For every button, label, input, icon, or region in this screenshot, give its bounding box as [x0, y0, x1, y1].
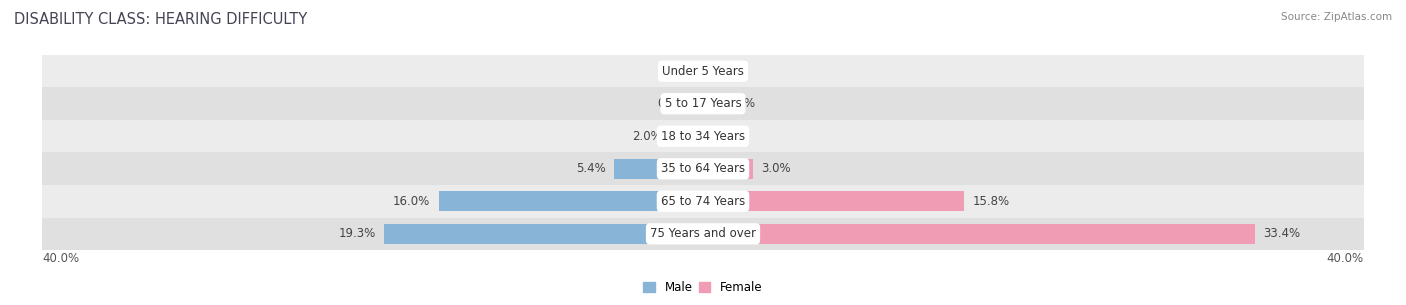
Text: 19.3%: 19.3% [339, 227, 375, 240]
Text: 33.4%: 33.4% [1263, 227, 1301, 240]
Bar [384, 224, 703, 244]
Bar [703, 159, 752, 179]
Bar [695, 94, 703, 114]
Text: 5.4%: 5.4% [576, 162, 606, 175]
Bar [703, 126, 711, 146]
Text: 40.0%: 40.0% [1327, 252, 1364, 265]
Text: 0.0%: 0.0% [720, 65, 749, 78]
Text: 16.0%: 16.0% [394, 195, 430, 208]
Text: 40.0%: 40.0% [42, 252, 79, 265]
Text: 0.45%: 0.45% [718, 97, 756, 110]
Text: 18 to 34 Years: 18 to 34 Years [661, 130, 745, 143]
Text: 65 to 74 Years: 65 to 74 Years [661, 195, 745, 208]
Text: 3.0%: 3.0% [761, 162, 790, 175]
Text: 35 to 64 Years: 35 to 64 Years [661, 162, 745, 175]
Bar [42, 217, 1364, 250]
Bar [614, 159, 703, 179]
Bar [703, 94, 710, 114]
Text: 0.0%: 0.0% [720, 130, 749, 143]
Bar [42, 88, 1364, 120]
Text: 0.0%: 0.0% [657, 97, 686, 110]
Bar [703, 224, 1254, 244]
Bar [703, 191, 965, 211]
Bar [669, 126, 703, 146]
Bar [42, 55, 1364, 88]
Text: 2.0%: 2.0% [631, 130, 662, 143]
Bar [42, 120, 1364, 152]
Text: DISABILITY CLASS: HEARING DIFFICULTY: DISABILITY CLASS: HEARING DIFFICULTY [14, 12, 308, 27]
Text: Under 5 Years: Under 5 Years [662, 65, 744, 78]
Text: 75 Years and over: 75 Years and over [650, 227, 756, 240]
Legend: Male, Female: Male, Female [638, 276, 768, 299]
Bar [42, 152, 1364, 185]
Bar [42, 185, 1364, 217]
Text: 5 to 17 Years: 5 to 17 Years [665, 97, 741, 110]
Text: 0.0%: 0.0% [657, 65, 686, 78]
Text: Source: ZipAtlas.com: Source: ZipAtlas.com [1281, 12, 1392, 22]
Bar [703, 61, 711, 81]
Bar [439, 191, 703, 211]
Text: 15.8%: 15.8% [973, 195, 1010, 208]
Bar [695, 61, 703, 81]
